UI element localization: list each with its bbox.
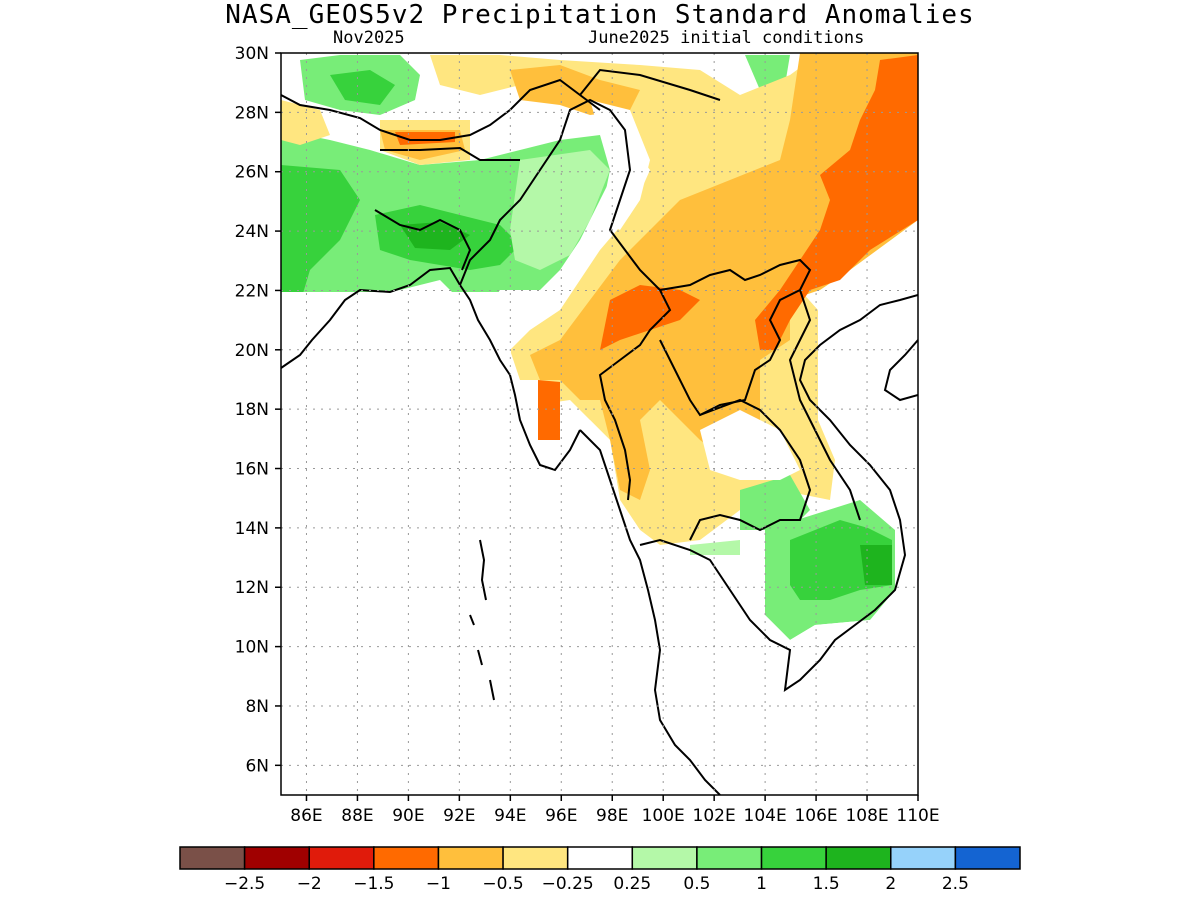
colorbar-swatch-0 [179,846,246,870]
border-himalaya [281,78,601,141]
colorbar-swatch-12 [954,846,1021,870]
colorbar-swatch-11 [890,846,957,870]
colorbar-swatch-2 [308,846,375,870]
colorbar-swatch-7 [631,846,698,870]
border-vietnam [788,289,861,521]
lat-label-30N: 30N [235,44,269,64]
slightly-dry-west [281,100,330,145]
dry-region-east [530,53,918,500]
colorbar-label-8: 1 [756,874,767,894]
latitude-labels: 6N 8N 10N 12N 14N 16N 18N 20N 22N 24N 26N 28N 30N [235,44,269,776]
colorbar-swatch-5 [502,846,569,870]
lat-label-10N: 10N [235,638,269,658]
colorbar-label-10: 2 [885,874,896,894]
strong-dry-laos [600,285,700,350]
lon-label-90E: 90E [392,806,424,826]
lat-label-18N: 18N [235,400,269,420]
lat-label-6N: 6N [245,756,269,776]
colorbar-label-5: −0.25 [542,874,594,894]
colorbar-label-9: 1.5 [813,874,840,894]
coastline-india-bangladesh [281,266,581,472]
subtitle-month: Nov2025 [333,28,405,48]
lat-label-16N: 16N [235,460,269,480]
lon-label-110E: 110E [896,806,939,826]
lat-label-14N: 14N [235,519,269,539]
slightly-wet-thailand-south [690,540,740,555]
lon-label-86E: 86E [290,806,322,826]
border-laos [659,258,812,417]
colorbar-swatch-6 [566,846,634,870]
lat-label-22N: 22N [235,281,269,301]
border-myanmar-west [459,98,672,501]
longitude-labels: 86E 88E 90E 92E 94E 96E 98E 100E 102E 104E 106E 108… [290,806,939,826]
tick-marks [275,52,919,801]
colorbar-label-3: −1 [426,874,451,894]
lon-label-96E: 96E [545,806,577,826]
lon-label-108E: 108E [845,806,888,826]
near-zero-upper-myanmar [590,100,650,230]
colorbar-label-7: 0.5 [683,874,710,894]
near-zero-sea [281,292,511,795]
colorbar [179,846,1021,870]
lon-label-88E: 88E [341,806,373,826]
colorbar-swatch-1 [243,846,310,870]
colorbar-label-4: −0.5 [482,874,523,894]
coastline-gulf-of-tonkin [883,339,918,402]
wet-cambodia [740,475,810,530]
extreme-wet-vietnam [860,545,892,585]
lon-label-104E: 104E [744,806,787,826]
strong-dry-east [755,55,918,350]
colorbar-swatch-4 [437,846,504,870]
lat-label-24N: 24N [235,222,269,242]
lat-label-28N: 28N [235,103,269,123]
dry-region-north-mid [510,65,640,115]
lon-label-100E: 100E [642,806,685,826]
colorbar-swatch-8 [696,846,763,870]
border-thailand-cambodia [689,398,812,541]
colorbar-swatch-9 [760,846,827,870]
lat-label-20N: 20N [235,341,269,361]
subtitle-initial-conditions: June2025 initial conditions [588,28,865,48]
very-wet-north [330,70,395,105]
lon-label-102E: 102E [693,806,736,826]
near-zero-vietnam-coast [818,292,918,470]
map-title: NASA_GEOS5v2 Precipitation Standard Anom… [225,0,975,30]
anomaly-fill-layer [281,53,918,795]
strong-dry-nw [395,132,455,145]
colorbar-labels: −2.5 −2 −1.5 −1 −0.5 −0.25 0.25 0.5 1 1.5 2 2.5 [224,874,969,894]
colorbar-swatch-10 [825,846,892,870]
colorbar-swatch-3 [373,846,440,870]
lat-label-8N: 8N [245,697,269,717]
coast-andaman-islands [469,539,495,701]
coastline-myanmar-thailand [579,429,721,795]
coastline-gulf-of-thailand [639,294,918,693]
colorbar-label-2: −1.5 [353,874,394,894]
colorbar-label-6: 0.25 [613,874,651,894]
near-zero-laos-inner [700,410,800,480]
lon-label-94E: 94E [494,806,526,826]
lat-label-12N: 12N [235,578,269,598]
border-china-north [579,68,721,101]
colorbar-label-0: −2.5 [224,874,265,894]
lon-label-106E: 106E [794,806,837,826]
slightly-wet-myanmar [510,150,610,270]
lon-label-92E: 92E [443,806,475,826]
lat-label-26N: 26N [235,163,269,183]
colorbar-label-1: −2 [297,874,322,894]
border-bhutan-india [380,146,520,161]
map-frame [280,52,919,796]
coastline-layer [281,68,918,795]
border-bangladesh [374,209,472,271]
lon-label-98E: 98E [596,806,628,826]
colorbar-label-11: 2.5 [942,874,969,894]
strong-dry-myanmar-south [538,380,560,440]
